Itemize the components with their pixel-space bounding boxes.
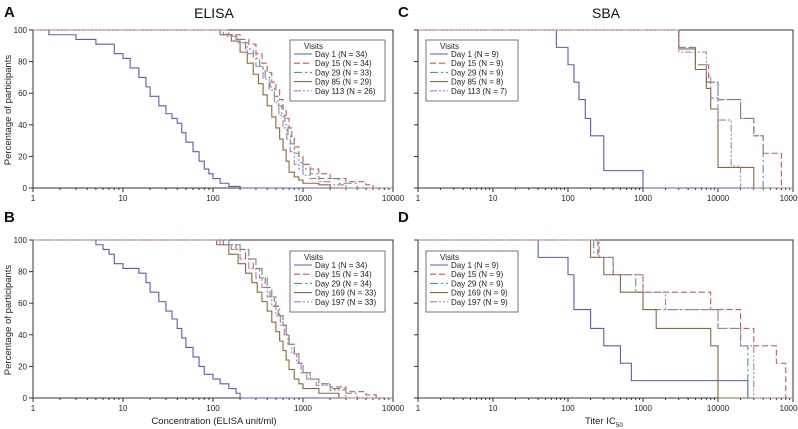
x-tick-label: 1000 <box>294 404 312 413</box>
legend-entry: Day 29 (N = 9) <box>451 279 504 288</box>
y-tick-label: 60 <box>18 89 27 98</box>
series-line <box>418 29 793 189</box>
legend-box <box>289 250 386 313</box>
y-tick-label: 0 <box>23 394 28 403</box>
x-tick-label: 10 <box>119 404 128 413</box>
x-tick-label: 10000 <box>382 194 405 203</box>
legend-entry: Day 29 (N = 33) <box>315 68 372 77</box>
legend-entry: Day 197 (N = 33) <box>315 298 376 307</box>
legend-entry: Day 15 (N = 34) <box>315 270 372 279</box>
x-tick-label: 1000 <box>634 404 652 413</box>
y-tick-label: 100 <box>14 26 28 35</box>
x-tick-label: 10 <box>489 404 498 413</box>
legend-entry: Day 85 (N = 8) <box>451 78 504 87</box>
legend-box <box>425 39 519 102</box>
legend-entry: Day 15 (N = 34) <box>315 59 372 68</box>
x-tick-label: 100 <box>206 194 220 203</box>
x-tick-label: 100 <box>561 404 575 413</box>
legend-entry: Day 1 (N = 34) <box>315 50 368 59</box>
legend-entry: Day 29 (N = 34) <box>315 279 372 288</box>
series-line <box>418 29 793 189</box>
x-axis-label-sba: Titer IC50 <box>585 416 623 429</box>
legend-entry: Day 113 (N = 26) <box>315 87 376 96</box>
series-line <box>33 29 393 189</box>
series-line <box>33 239 393 399</box>
series-line <box>33 29 393 189</box>
x-tick-label: 10 <box>119 194 128 203</box>
x-tick-label: 1 <box>416 404 421 413</box>
legend-entry: Day 29 (N = 9) <box>451 68 504 77</box>
y-axis-label-a: Percentage of participants <box>3 55 14 166</box>
panel-letter-a: A <box>4 4 15 21</box>
legend-entry: Day 1 (N = 34) <box>315 261 368 270</box>
panel-letter-b: B <box>4 209 15 226</box>
legend-title: Visits <box>440 42 459 51</box>
x-tick-label: 1000 <box>294 194 312 203</box>
series-line <box>418 239 793 399</box>
series-line <box>33 239 393 399</box>
y-tick-label: 40 <box>18 331 27 340</box>
legend-title: Visits <box>304 42 323 51</box>
x-tick-label: 1 <box>31 194 36 203</box>
series-line <box>418 29 793 189</box>
col-title-elisa: ELISA <box>194 5 234 21</box>
y-tick-label: 80 <box>18 58 27 67</box>
legend-entry: Day 113 (N = 7) <box>451 87 507 96</box>
legend-entry: Day 169 (N = 9) <box>451 289 508 298</box>
x-tick-label: 100 <box>561 194 575 203</box>
panel-letter-d: D <box>398 209 409 226</box>
x-tick-label: 100 <box>206 404 220 413</box>
legend-box <box>425 250 519 313</box>
x-tick-label: 10000 <box>382 404 405 413</box>
y-tick-label: 40 <box>18 121 27 130</box>
series-line <box>33 29 393 189</box>
x-tick-label: 1 <box>416 194 421 203</box>
plot-frame <box>417 239 794 399</box>
x-tick-label: 10000 <box>707 404 730 413</box>
y-tick-label: 20 <box>18 152 27 161</box>
series-line <box>418 239 793 399</box>
y-tick-label: 20 <box>18 362 27 371</box>
series-line <box>33 239 393 399</box>
legend-entry: Day 1 (N = 9) <box>451 50 499 59</box>
legend-entry: Day 85 (N = 29) <box>315 78 372 87</box>
legend-title: Visits <box>440 253 459 262</box>
legend-entry: Day 197 (N = 9) <box>451 298 508 307</box>
series-line <box>33 29 393 189</box>
col-title-sba: SBA <box>592 5 621 21</box>
x-axis-label-sba-main: Titer IC <box>585 416 616 427</box>
legend-box <box>289 39 386 102</box>
legend-title: Visits <box>304 253 323 262</box>
y-axis-label-b: Percentage of participants <box>3 265 14 376</box>
x-tick-label: 10 <box>489 194 498 203</box>
series-line <box>418 239 793 399</box>
legend-entry: Day 15 (N = 9) <box>451 270 504 279</box>
legend-entry: Day 169 (N = 33) <box>315 289 376 298</box>
y-tick-label: 60 <box>18 299 27 308</box>
legend-entry: Day 15 (N = 9) <box>451 59 504 68</box>
x-tick-label: 10000 <box>707 194 730 203</box>
panel-letter-c: C <box>398 4 409 21</box>
y-tick-label: 0 <box>23 184 28 193</box>
y-tick-label: 80 <box>18 268 27 277</box>
x-tick-label: 1 <box>31 404 36 413</box>
x-axis-label-sba-sub: 50 <box>616 422 624 429</box>
series-line <box>33 29 393 189</box>
x-tick-label: 1000 <box>634 194 652 203</box>
x-axis-label-elisa: Concentration (ELISA unit/ml) <box>151 416 276 427</box>
y-tick-label: 100 <box>14 236 28 245</box>
legend-entry: Day 1 (N = 9) <box>451 261 499 270</box>
